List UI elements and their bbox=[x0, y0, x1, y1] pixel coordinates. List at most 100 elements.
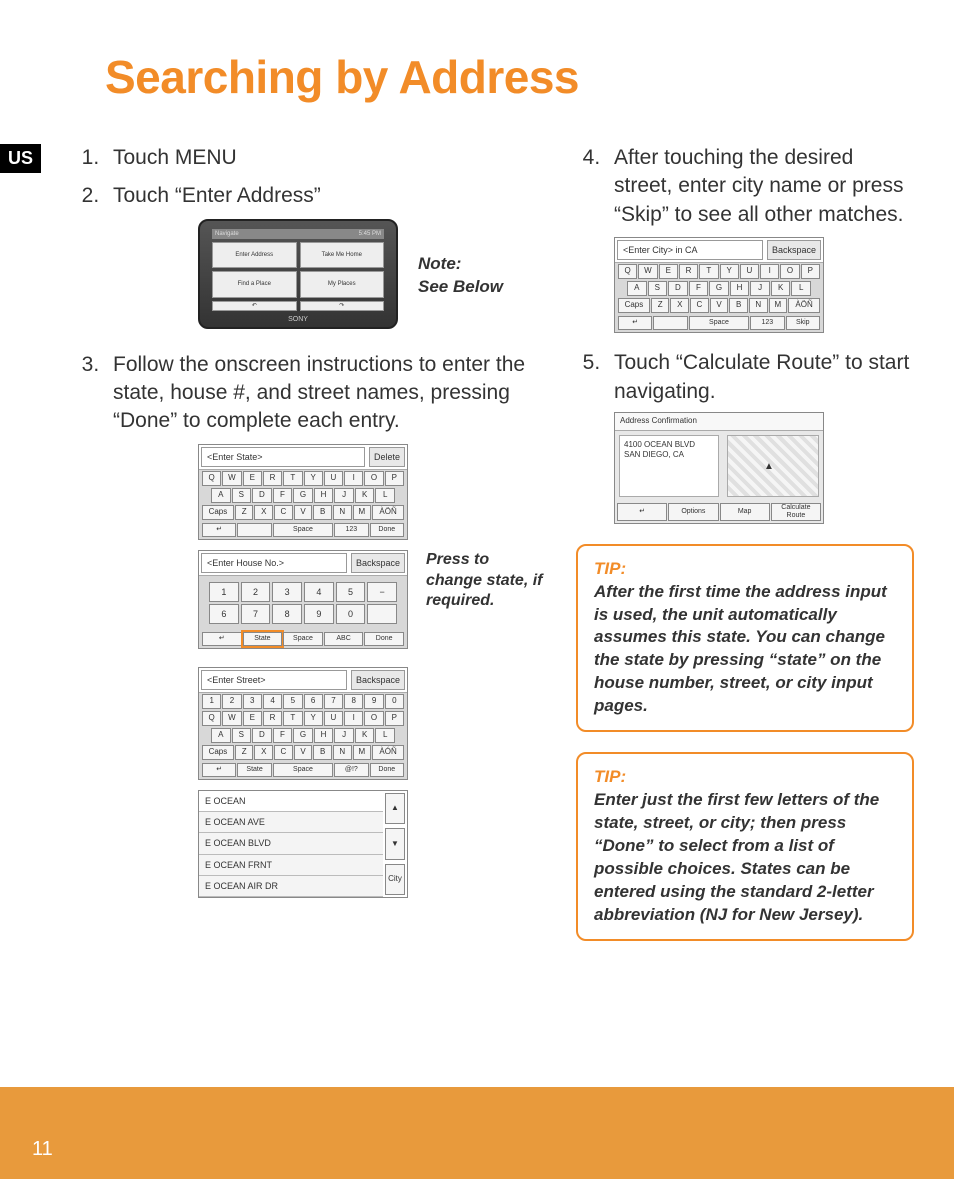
street-key-R[interactable]: R bbox=[263, 711, 282, 726]
street-key-X[interactable]: X bbox=[254, 745, 273, 760]
state-key-Y[interactable]: Y bbox=[304, 471, 323, 486]
street-key-A[interactable]: A bbox=[211, 728, 231, 743]
city-key-I[interactable]: I bbox=[760, 264, 779, 279]
street-backspace-button[interactable]: Backspace bbox=[351, 670, 405, 690]
house-key-8[interactable]: 8 bbox=[272, 604, 302, 624]
state-key-P[interactable]: P bbox=[385, 471, 404, 486]
street-num-key-2[interactable]: 2 bbox=[222, 694, 241, 709]
device-back-icon[interactable]: ↶ bbox=[212, 301, 297, 311]
city-key-D[interactable]: D bbox=[668, 281, 688, 296]
list-down-button[interactable]: ▼ bbox=[385, 828, 405, 859]
state-footer-key-Space[interactable]: Space bbox=[273, 523, 333, 537]
street-num-key-7[interactable]: 7 bbox=[324, 694, 343, 709]
street-key-W[interactable]: W bbox=[222, 711, 241, 726]
city-key-H[interactable]: H bbox=[730, 281, 750, 296]
street-key-J[interactable]: J bbox=[334, 728, 354, 743]
street-field[interactable]: <Enter Street> bbox=[201, 670, 347, 690]
street-footer-key-Done[interactable]: Done bbox=[370, 763, 404, 777]
state-key-F[interactable]: F bbox=[273, 488, 293, 503]
city-footer-key-↵[interactable]: ↵ bbox=[618, 316, 652, 330]
street-key-Q[interactable]: Q bbox=[202, 711, 221, 726]
street-key-O[interactable]: O bbox=[364, 711, 383, 726]
street-footer-key-State[interactable]: State bbox=[237, 763, 271, 777]
house-footer-↵[interactable]: ↵ bbox=[202, 632, 242, 646]
street-num-key-4[interactable]: 4 bbox=[263, 694, 282, 709]
street-key-I[interactable]: I bbox=[344, 711, 363, 726]
house-key-−[interactable]: − bbox=[367, 582, 397, 602]
house-footer-State[interactable]: State bbox=[243, 632, 283, 646]
house-footer-Space[interactable]: Space bbox=[283, 632, 323, 646]
state-delete-button[interactable]: Delete bbox=[369, 447, 405, 467]
state-key-E[interactable]: E bbox=[243, 471, 262, 486]
state-footer-key-↵[interactable]: ↵ bbox=[202, 523, 236, 537]
city-key-P[interactable]: P bbox=[801, 264, 820, 279]
confirm-calculate-route-button[interactable]: Calculate Route bbox=[771, 503, 821, 521]
house-footer-Done[interactable]: Done bbox=[364, 632, 404, 646]
city-key-O[interactable]: O bbox=[780, 264, 799, 279]
house-key-2[interactable]: 2 bbox=[241, 582, 271, 602]
state-key-V[interactable]: V bbox=[294, 505, 313, 520]
street-key-V[interactable]: V bbox=[294, 745, 313, 760]
city-key-W[interactable]: W bbox=[638, 264, 657, 279]
city-key-B[interactable]: B bbox=[729, 298, 748, 313]
street-key-U[interactable]: U bbox=[324, 711, 343, 726]
device-forward-icon[interactable]: ↷ bbox=[300, 301, 385, 311]
city-field[interactable]: <Enter City> in CA bbox=[617, 240, 763, 260]
state-key-I[interactable]: I bbox=[344, 471, 363, 486]
street-key-D[interactable]: D bbox=[252, 728, 272, 743]
state-key-O[interactable]: O bbox=[364, 471, 383, 486]
street-key-E[interactable]: E bbox=[243, 711, 262, 726]
state-key-S[interactable]: S bbox=[232, 488, 252, 503]
house-footer-ABC[interactable]: ABC bbox=[324, 632, 364, 646]
confirm-options-button[interactable]: Options bbox=[668, 503, 718, 521]
city-key-N[interactable]: N bbox=[749, 298, 768, 313]
house-key-4[interactable]: 4 bbox=[304, 582, 334, 602]
device-btn-enter-address[interactable]: Enter Address bbox=[212, 242, 297, 268]
street-key-N[interactable]: N bbox=[333, 745, 352, 760]
city-key-T[interactable]: T bbox=[699, 264, 718, 279]
street-key-Y[interactable]: Y bbox=[304, 711, 323, 726]
street-list-item[interactable]: E OCEAN AVE bbox=[199, 812, 383, 833]
city-key-S[interactable]: S bbox=[648, 281, 668, 296]
state-key-D[interactable]: D bbox=[252, 488, 272, 503]
street-key-L[interactable]: L bbox=[375, 728, 395, 743]
state-key-ÀÖÑ[interactable]: ÀÖÑ bbox=[372, 505, 404, 520]
city-key-C[interactable]: C bbox=[690, 298, 709, 313]
device-btn-find-place[interactable]: Find a Place bbox=[212, 271, 297, 297]
city-footer-key-Space[interactable]: Space bbox=[689, 316, 749, 330]
street-key-G[interactable]: G bbox=[293, 728, 313, 743]
city-key-E[interactable]: E bbox=[659, 264, 678, 279]
city-key-M[interactable]: M bbox=[769, 298, 788, 313]
state-key-A[interactable]: A bbox=[211, 488, 231, 503]
street-list-item[interactable]: E OCEAN BLVD bbox=[199, 833, 383, 854]
state-key-B[interactable]: B bbox=[313, 505, 332, 520]
house-key-6[interactable]: 6 bbox=[209, 604, 239, 624]
state-key-N[interactable]: N bbox=[333, 505, 352, 520]
street-key-B[interactable]: B bbox=[313, 745, 332, 760]
state-key-U[interactable]: U bbox=[324, 471, 343, 486]
street-num-key-1[interactable]: 1 bbox=[202, 694, 221, 709]
state-key-Caps[interactable]: Caps bbox=[202, 505, 234, 520]
street-num-key-8[interactable]: 8 bbox=[344, 694, 363, 709]
street-key-F[interactable]: F bbox=[273, 728, 293, 743]
city-key-R[interactable]: R bbox=[679, 264, 698, 279]
state-key-W[interactable]: W bbox=[222, 471, 241, 486]
device-btn-take-home[interactable]: Take Me Home bbox=[300, 242, 385, 268]
street-num-key-9[interactable]: 9 bbox=[364, 694, 383, 709]
device-btn-my-places[interactable]: My Places bbox=[300, 271, 385, 297]
state-footer-key-123[interactable]: 123 bbox=[334, 523, 368, 537]
city-backspace-button[interactable]: Backspace bbox=[767, 240, 821, 260]
house-key-7[interactable]: 7 bbox=[241, 604, 271, 624]
list-up-button[interactable]: ▲ bbox=[385, 793, 405, 824]
street-key-M[interactable]: M bbox=[353, 745, 372, 760]
state-key-K[interactable]: K bbox=[355, 488, 375, 503]
city-key-X[interactable]: X bbox=[670, 298, 689, 313]
street-key-Caps[interactable]: Caps bbox=[202, 745, 234, 760]
street-footer-key-Space[interactable]: Space bbox=[273, 763, 333, 777]
street-key-Z[interactable]: Z bbox=[235, 745, 254, 760]
city-footer-key-Skip[interactable]: Skip bbox=[786, 316, 820, 330]
street-key-H[interactable]: H bbox=[314, 728, 334, 743]
street-key-ÀÓÑ[interactable]: ÀÓÑ bbox=[372, 745, 404, 760]
city-key-U[interactable]: U bbox=[740, 264, 759, 279]
city-footer-key-123[interactable]: 123 bbox=[750, 316, 784, 330]
